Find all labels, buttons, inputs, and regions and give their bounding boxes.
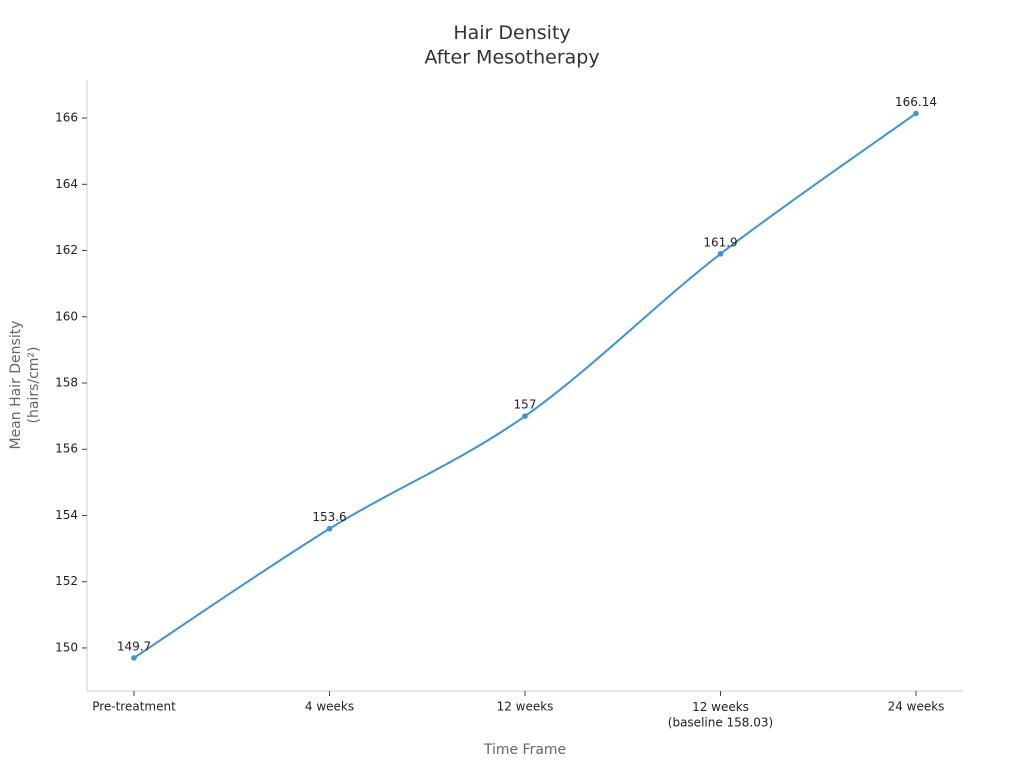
y-axis-label: Mean Hair Density (hairs/cm²)	[8, 320, 42, 449]
y-tick-label: 150	[55, 640, 78, 654]
data-label: 166.14	[895, 95, 937, 109]
y-tick-label: 156	[55, 442, 78, 456]
data-label: 149.7	[117, 639, 151, 653]
y-tick-label: 160	[55, 309, 78, 323]
chart-title: Hair Density After Mesotherapy	[424, 22, 599, 69]
y-tick-label: 154	[55, 508, 78, 522]
x-tick-label: Pre-treatment	[92, 700, 176, 714]
y-tick-label: 158	[55, 376, 78, 390]
point	[913, 110, 919, 117]
y-tick-label: 152	[55, 574, 78, 588]
point	[522, 413, 528, 419]
data-label: 153.6	[312, 510, 346, 524]
point	[131, 655, 137, 661]
x-tick-label: 12 weeks	[497, 700, 554, 714]
y-tick-label: 166	[55, 111, 78, 125]
x-axis-label: Time Frame	[483, 742, 566, 758]
line	[133, 112, 917, 659]
y-tick-label: 164	[55, 177, 78, 191]
x-tick-label: 12 weeks (baseline 158.03)	[668, 700, 773, 730]
data-label: 157	[514, 398, 537, 412]
y-tick-label: 162	[55, 243, 78, 257]
point	[326, 525, 333, 532]
x-tick-label: 4 weeks	[305, 700, 354, 714]
point	[717, 251, 724, 257]
data-label: 161.9	[703, 235, 737, 249]
x-tick-label: 24 weeks	[888, 700, 945, 714]
